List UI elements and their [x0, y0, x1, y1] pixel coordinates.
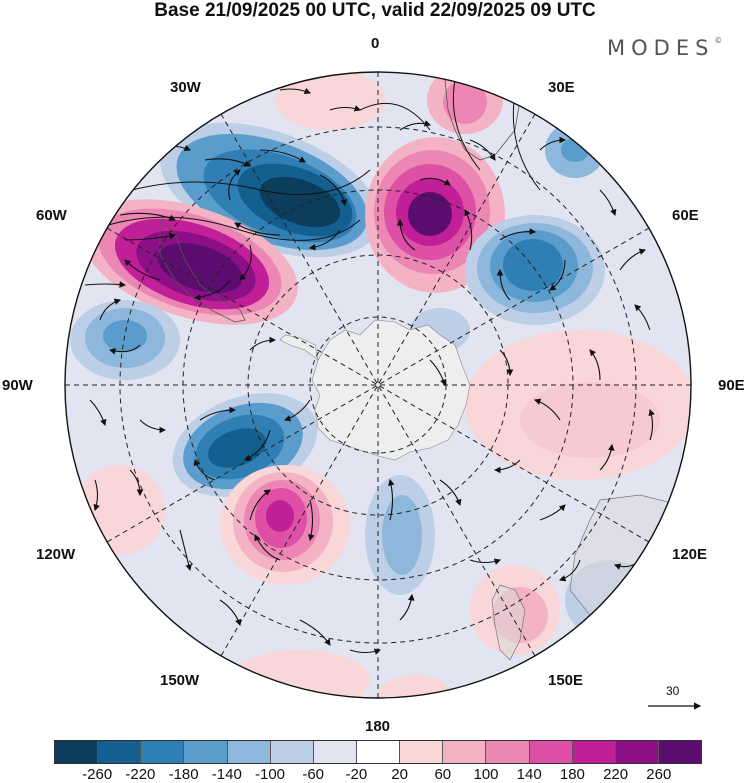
colorbar-tick-label: 140: [516, 766, 542, 783]
lon-label-120e: 120E: [672, 546, 708, 563]
colorbar-swatch: [140, 741, 184, 763]
antarctic-peninsula: [279, 334, 319, 361]
colorbar-tick-label: -20: [345, 766, 368, 783]
colorbar-tick-label: 60: [434, 766, 452, 783]
colorbar-labels: -260 -220 -180 -140 -100 -60 -20 20 60 100 140 180 2…: [0, 766, 750, 783]
colorbar-swatch: [485, 741, 529, 763]
reference-vector-value: 30: [666, 684, 680, 698]
lon-label-90w: 90W: [2, 377, 33, 394]
lon-label-60w: 60W: [36, 207, 67, 224]
lon-label-0: 0: [371, 35, 380, 52]
anomaly-negative-30e: [545, 122, 605, 178]
anomaly-negative-170w: [365, 475, 435, 595]
logo-copyright: ©: [714, 36, 723, 45]
colorbar-tick-label: 180: [559, 766, 585, 783]
lon-label-30w: 30W: [170, 79, 201, 96]
anomaly-positive-top: [275, 72, 385, 130]
colorbar-tick-label: -140: [211, 766, 242, 783]
colorbar-swatch: [657, 741, 702, 763]
colorbar-swatch: [269, 741, 313, 763]
colorbar-swatch: [226, 741, 270, 763]
colorbar-tick-label: 220: [603, 766, 629, 783]
new-zealand-coast: [491, 584, 526, 661]
anomaly-positive-145w: [220, 465, 350, 585]
modes-logo: MODES©: [607, 36, 722, 60]
colorbar-tick-label: -100: [254, 766, 286, 783]
colorbar-tick-label: 260: [646, 766, 672, 783]
colorbar-swatch: [97, 741, 141, 763]
lon-label-150w: 150W: [160, 672, 200, 689]
anomaly-field: [70, 72, 691, 698]
map-title: Base 21/09/2025 00 UTC, valid 22/09/2025…: [154, 0, 596, 21]
lon-label-120w: 120W: [36, 546, 76, 563]
lon-label-90e: 90E: [718, 377, 745, 394]
colorbar-swatch: [399, 741, 443, 763]
south-america-coast: [159, 219, 246, 323]
colorbar-tick-label: 20: [391, 766, 408, 783]
anomaly-positive-10e: [427, 72, 503, 134]
colorbar-tick-label: 100: [473, 766, 499, 783]
colorbar-swatch: [183, 741, 227, 763]
colorbar-tick-label: -180: [168, 766, 199, 783]
lon-label-150e: 150E: [548, 672, 584, 689]
wind-vectors: [84, 87, 655, 655]
colorbar-swatch: [614, 741, 658, 763]
lon-label-180: 180: [365, 718, 391, 735]
colorbar-swatch: [571, 741, 615, 763]
colorbar-swatch: [442, 741, 486, 763]
colorbar-swatch: [312, 741, 356, 763]
colorbar-tick-label: -60: [302, 766, 325, 783]
lon-label-30e: 30E: [548, 79, 575, 96]
map-disk: [65, 72, 691, 698]
anomaly-positive-east: [465, 330, 691, 480]
lon-label-60e: 60E: [672, 207, 699, 224]
colorbar-swatch: [55, 741, 98, 763]
colorbar-tick-label: -220: [125, 766, 156, 783]
anomaly-positive-60w: [82, 199, 298, 325]
logo-text: MODES: [607, 36, 715, 60]
anomaly-negative-80w: [70, 300, 180, 380]
map-border: [64, 71, 692, 699]
colorbar-tick-label: -260: [82, 766, 113, 783]
colorbar-swatch: [355, 741, 400, 763]
colorbar-swatch: [528, 741, 572, 763]
colorbar: [54, 740, 702, 764]
antarctica-landmass: [311, 319, 471, 461]
